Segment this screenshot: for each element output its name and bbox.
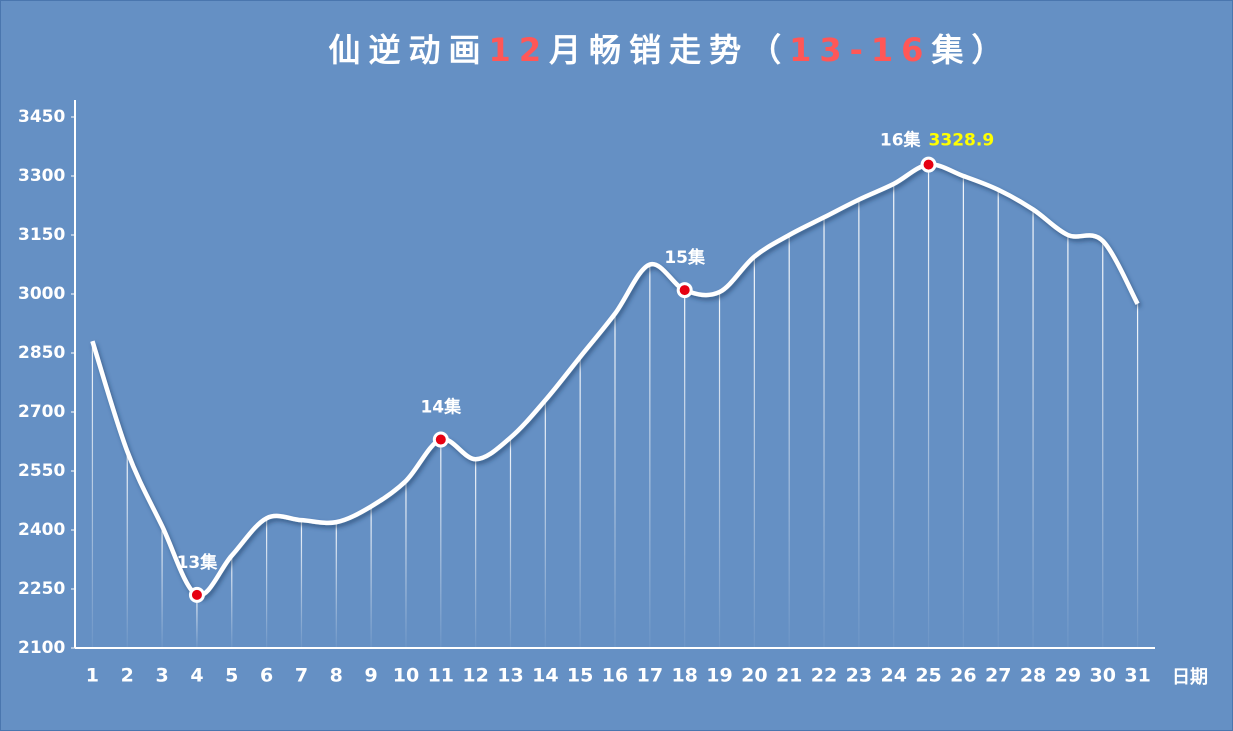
- x-tick-label: 30: [1090, 665, 1116, 687]
- x-tick-label: 15: [567, 665, 593, 687]
- drop-line: [823, 217, 825, 649]
- drop-line: [579, 356, 581, 648]
- y-tick-label: 2550: [18, 461, 65, 481]
- drop-line: [126, 451, 128, 648]
- x-tick-label: 26: [950, 665, 976, 687]
- drop-line: [300, 520, 303, 648]
- x-tick-label: 29: [1055, 665, 1081, 687]
- y-tick-label: 3000: [18, 284, 65, 304]
- drop-line: [649, 264, 651, 648]
- y-tick-label: 2400: [18, 520, 65, 540]
- x-axis-label: 日期: [1172, 667, 1208, 688]
- annotation-label: 14集: [420, 397, 462, 418]
- drop-line: [196, 594, 198, 648]
- drop-line: [335, 522, 337, 648]
- drop-line: [440, 439, 442, 648]
- drop-line: [927, 164, 930, 648]
- x-tick-label: 18: [671, 665, 697, 687]
- title-segment: 13-16: [789, 31, 931, 69]
- highlight-marker: [920, 156, 937, 173]
- drop-line: [788, 235, 790, 648]
- x-tick-label: 17: [637, 665, 663, 687]
- title-segment: 月畅销走势（: [549, 31, 789, 69]
- drop-line: [962, 176, 964, 648]
- drop-line: [997, 189, 999, 648]
- drop-line: [858, 199, 860, 648]
- chart-title: 仙逆动画12月畅销走势（13-16集）: [329, 31, 1012, 69]
- drop-line: [684, 290, 686, 648]
- highlight-marker: [432, 431, 449, 448]
- drop-line: [1067, 235, 1069, 648]
- x-tick-label: 8: [330, 665, 343, 687]
- drop-line: [544, 400, 546, 648]
- x-tick-label: 14: [532, 665, 558, 687]
- y-tick-label: 3150: [18, 225, 65, 245]
- x-tick-label: 11: [428, 665, 454, 687]
- x-tick-label: 27: [985, 665, 1011, 687]
- y-tick-label: 2100: [18, 638, 65, 658]
- x-tick-label: 23: [846, 665, 872, 687]
- y-tick-label: 2250: [18, 579, 65, 599]
- drop-line: [266, 518, 268, 648]
- x-tick-label: 3: [155, 665, 168, 687]
- drop-line: [161, 526, 163, 648]
- x-tick-label: 7: [295, 665, 308, 687]
- drop-line: [614, 313, 616, 648]
- x-tick-label: 5: [225, 665, 238, 687]
- drop-line: [893, 183, 895, 648]
- y-tick-label: 3300: [18, 166, 65, 186]
- drop-line: [509, 437, 512, 648]
- title-segment: 仙逆动画: [329, 31, 489, 69]
- drop-line: [231, 555, 233, 648]
- x-tick-label: 24: [880, 665, 906, 687]
- x-tick-label: 12: [462, 665, 488, 687]
- annotation-label: 16集: [880, 130, 922, 151]
- x-tick-label: 1: [86, 665, 99, 687]
- y-tick-label: 2850: [18, 343, 65, 363]
- annotation-label: 13集: [177, 552, 219, 573]
- value-label: 3328.9: [929, 131, 995, 151]
- drop-line: [405, 480, 407, 648]
- x-tick-label: 28: [1020, 665, 1046, 687]
- x-tick-label: 4: [190, 665, 203, 687]
- x-tick-label: 19: [706, 665, 732, 687]
- drop-line: [1136, 303, 1139, 648]
- title-segment: 集）: [930, 31, 1011, 69]
- drop-line: [718, 292, 721, 648]
- y-tick-label: 2700: [18, 402, 65, 422]
- drop-line: [1032, 209, 1034, 648]
- x-tick-label: 31: [1124, 665, 1150, 687]
- x-tick-label: 10: [393, 665, 419, 687]
- x-tick-label: 22: [811, 665, 837, 687]
- x-tick-label: 20: [741, 665, 767, 687]
- drop-line: [475, 459, 477, 648]
- highlight-marker: [188, 586, 205, 603]
- x-tick-label: 21: [776, 665, 802, 687]
- x-tick-label: 9: [365, 665, 378, 687]
- x-tick-label: 25: [915, 665, 941, 687]
- highlight-marker: [676, 282, 693, 299]
- drop-line: [370, 506, 372, 648]
- x-tick-label: 2: [121, 665, 134, 687]
- drop-line: [1102, 240, 1104, 648]
- x-tick-label: 6: [260, 665, 273, 687]
- x-tick-label: 13: [497, 665, 523, 687]
- annotation-label: 15集: [664, 247, 706, 268]
- y-tick-label: 3450: [18, 107, 65, 127]
- title-segment: 12: [489, 31, 550, 69]
- drop-line: [753, 256, 755, 648]
- drop-line: [91, 341, 94, 648]
- line: [90, 162, 1140, 598]
- x-tick-label: 16: [602, 665, 628, 687]
